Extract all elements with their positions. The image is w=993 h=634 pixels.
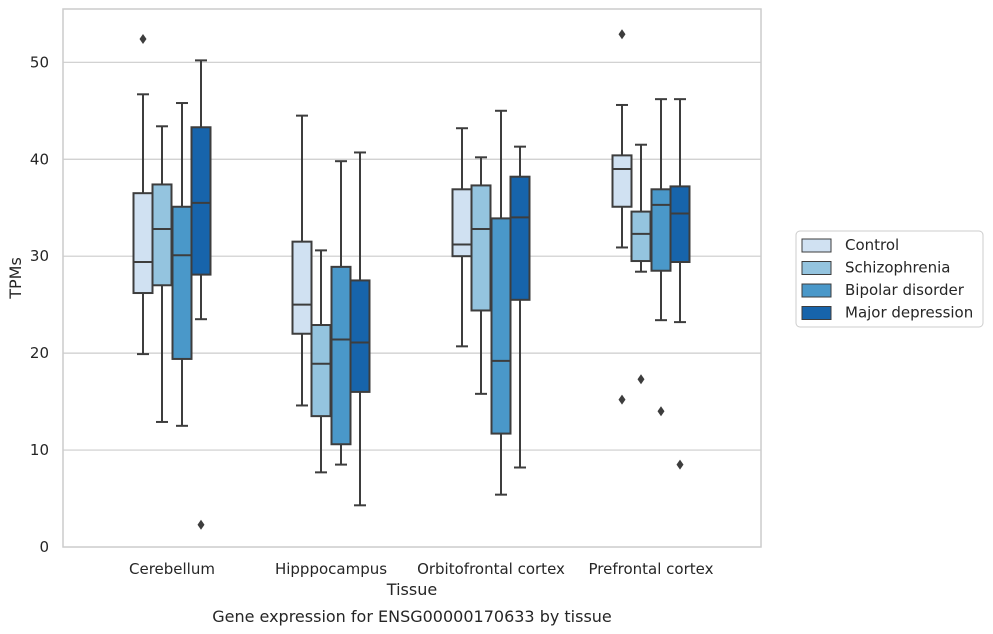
box-0-2 — [173, 103, 192, 426]
box-iqr — [472, 185, 491, 310]
x-axis-ticks: Cerebellum Hipppocampus Orbitofrontal cort… — [129, 560, 714, 578]
outlier-point — [677, 460, 684, 470]
outlier-point — [619, 29, 626, 39]
box-iqr — [671, 186, 690, 262]
box-plot-chart: 0 10 20 30 40 50 Cerebellum Hipppocampus Orbito… — [0, 0, 993, 634]
box-iqr — [192, 127, 211, 274]
y-axis-label: TPMs — [6, 257, 25, 300]
box-iqr — [332, 267, 351, 444]
y-axis-ticks: 0 10 20 30 40 50 — [30, 53, 49, 556]
box-3-2 — [652, 99, 671, 416]
legend-swatch — [802, 239, 831, 252]
chart-caption: Gene expression for ENSG00000170633 by t… — [212, 607, 612, 626]
box-iqr — [312, 325, 331, 416]
legend-swatch — [802, 262, 831, 275]
legend-label: Control — [845, 236, 899, 254]
box-0-3 — [192, 60, 211, 529]
legend-label: Major depression — [845, 304, 973, 322]
y-tick-label: 40 — [30, 150, 49, 168]
box-1-3 — [351, 152, 370, 505]
box-3-0 — [613, 29, 632, 404]
outlier-point — [619, 395, 626, 405]
box-3-1 — [632, 145, 651, 385]
legend-label: Bipolar disorder — [845, 281, 965, 299]
box-iqr — [453, 189, 472, 256]
box-2-2 — [492, 111, 511, 495]
box-iqr — [173, 207, 192, 359]
outlier-point — [638, 374, 645, 384]
x-tick-label: Orbitofrontal cortex — [417, 560, 565, 578]
box-iqr — [511, 177, 530, 300]
y-tick-label: 20 — [30, 344, 49, 362]
outlier-point — [198, 520, 205, 530]
box-iqr — [652, 189, 671, 270]
box-1-2 — [332, 161, 351, 464]
y-tick-label: 0 — [39, 538, 49, 556]
box-iqr — [613, 155, 632, 206]
legend-swatch — [802, 307, 831, 320]
box-1-1 — [312, 250, 331, 472]
x-axis-label: Tissue — [386, 580, 437, 599]
box-iqr — [351, 280, 370, 391]
legend-swatch — [802, 284, 831, 297]
y-tick-label: 30 — [30, 247, 49, 265]
box-0-0 — [134, 34, 153, 354]
legend-label: Schizophrenia — [845, 259, 950, 277]
box-0-1 — [153, 126, 172, 422]
y-tick-label: 10 — [30, 441, 49, 459]
outlier-point — [140, 34, 147, 44]
box-3-3 — [671, 99, 690, 469]
legend: Control Schizophrenia Bipolar disorder Majo… — [796, 231, 983, 327]
box-iqr — [293, 242, 312, 334]
box-iqr — [153, 184, 172, 285]
box-2-1 — [472, 157, 491, 394]
x-tick-label: Cerebellum — [129, 560, 215, 578]
box-iqr — [632, 212, 651, 261]
box-iqr — [134, 193, 153, 293]
x-tick-label: Hipppocampus — [275, 560, 387, 578]
box-iqr — [492, 218, 511, 433]
box-groups — [134, 29, 690, 530]
y-tick-label: 50 — [30, 53, 49, 71]
x-tick-label: Prefrontal cortex — [589, 560, 714, 578]
box-2-0 — [453, 128, 472, 346]
outlier-point — [658, 406, 665, 416]
box-2-3 — [511, 147, 530, 468]
